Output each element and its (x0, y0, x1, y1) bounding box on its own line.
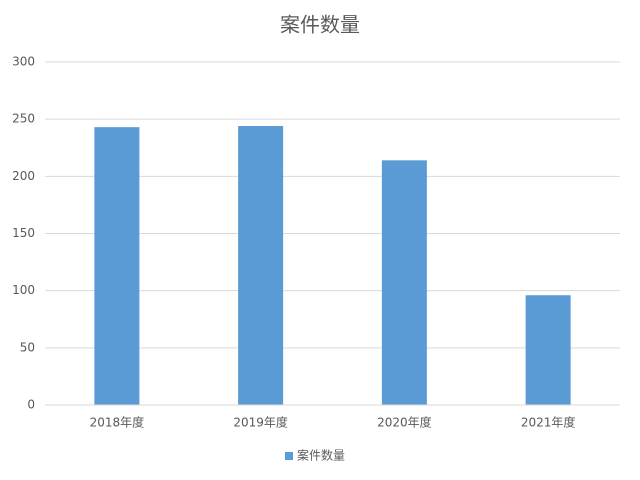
x-tick-label: 2020年度 (377, 415, 432, 430)
y-tick-label: 300 (12, 55, 35, 69)
y-tick-label: 150 (12, 226, 35, 240)
y-tick-label: 0 (27, 398, 35, 412)
bar (381, 160, 427, 405)
x-tick-label: 2019年度 (233, 415, 288, 430)
y-tick-label: 50 (20, 340, 35, 354)
x-tick-label: 2021年度 (521, 415, 576, 430)
y-tick-label: 250 (12, 112, 35, 126)
y-tick-label: 200 (12, 169, 35, 183)
chart-title: 案件数量 (280, 13, 360, 37)
legend-swatch (285, 452, 293, 460)
bar (525, 295, 571, 405)
bar (238, 126, 284, 405)
x-tick-label: 2018年度 (90, 415, 145, 430)
y-tick-label: 100 (12, 283, 35, 297)
bar (94, 127, 140, 406)
legend-label: 案件数量 (297, 448, 345, 463)
